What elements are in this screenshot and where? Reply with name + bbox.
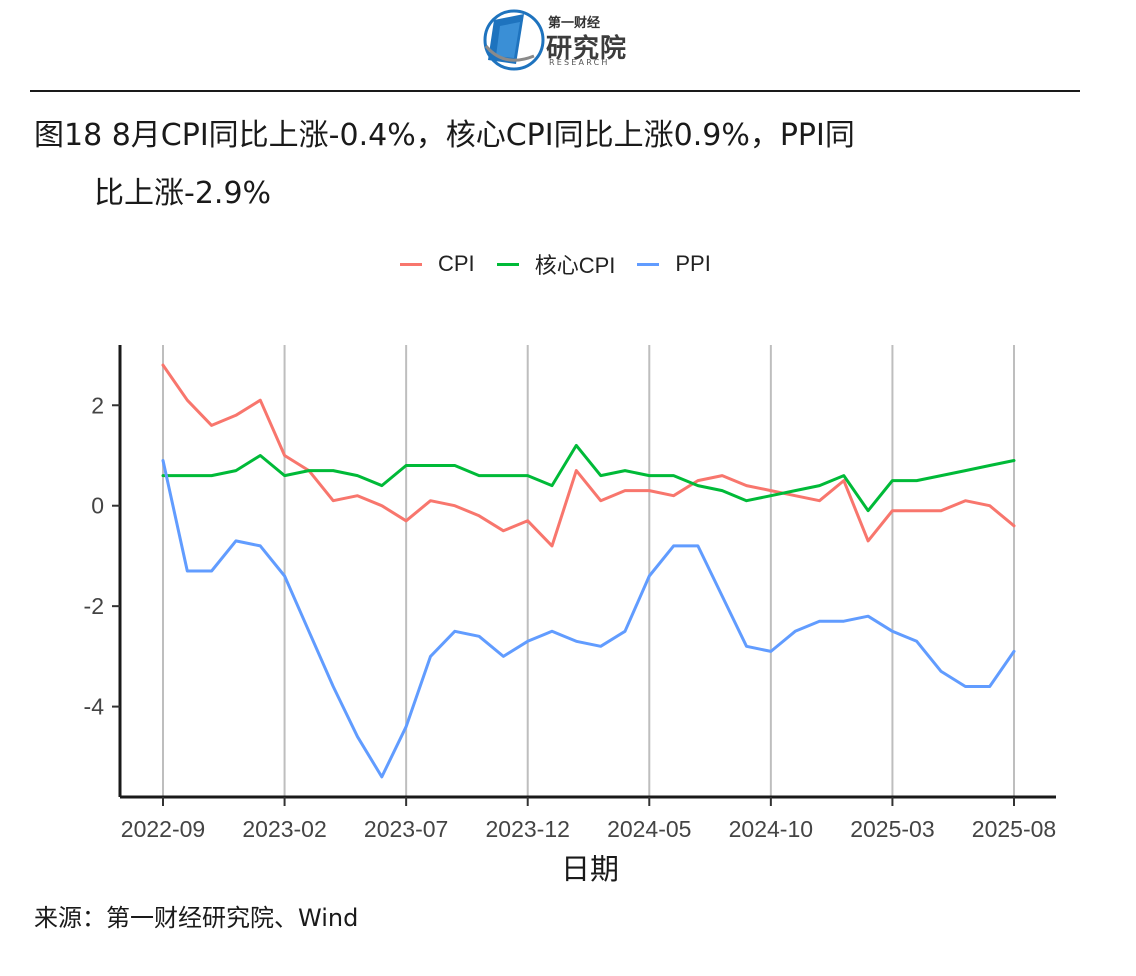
x-tick-label-2025-03: 2025-03 <box>850 816 934 842</box>
y-tick-label--4: -4 <box>84 694 105 720</box>
line-chart: -4 -2 0 2 2022-09 2023-02 2023-07 2023-12 2024-0… <box>84 345 1056 886</box>
figure-title: 图18 8月CPI同比上涨-0.4%，核心CPI同比上涨0.9%，PPI同 比上… <box>34 107 1014 223</box>
series-line-ppi <box>161 459 1016 779</box>
x-tick-label-2022-09: 2022-09 <box>121 816 205 842</box>
x-tick-label-2025-08: 2025-08 <box>972 816 1056 842</box>
legend-label-core-cpi: 核心CPI <box>534 253 616 278</box>
legend-key-cpi <box>400 262 422 266</box>
legend-item-core-cpi: 核心CPI <box>496 248 616 280</box>
x-tick-label-2023-02: 2023-02 <box>242 816 326 842</box>
x-tick-label-2024-10: 2024-10 <box>729 816 813 842</box>
series-line-cpi <box>161 363 1016 548</box>
x-tick-label-2024-05: 2024-05 <box>607 816 691 842</box>
x-axis-label: 日期 <box>561 852 619 886</box>
y-tick-label--2: -2 <box>84 593 104 619</box>
research-logo-icon <box>483 9 545 71</box>
y-tick-label-2: 2 <box>91 392 104 418</box>
legend-label-ppi: PPI <box>675 251 711 276</box>
x-tick-label-2023-12: 2023-12 <box>486 816 570 842</box>
logo-english: RESEARCH <box>549 58 610 67</box>
y-tick-label-0: 0 <box>91 493 104 519</box>
x-tick-label-2023-07: 2023-07 <box>364 816 448 842</box>
legend-label-cpi: CPI <box>438 251 475 276</box>
header-divider <box>30 90 1080 92</box>
series-line-core-cpi <box>161 443 1016 513</box>
source-note: 来源：第一财经研究院、Wind <box>34 904 359 932</box>
legend-item-ppi: PPI <box>637 251 711 277</box>
legend-item-cpi: CPI <box>400 251 475 277</box>
legend-key-core-cpi <box>496 262 519 266</box>
figure-title-line-2: 比上涨-2.9% <box>94 176 272 211</box>
legend-key-ppi <box>637 262 660 266</box>
chart-legend: CPI 核心CPI PPI <box>400 248 733 280</box>
logo-title: 研究院 <box>546 34 628 64</box>
logo-subtitle: 第一财经 <box>548 16 601 31</box>
figure-title-line-1: 图18 8月CPI同比上涨-0.4%，核心CPI同比上涨0.9%，PPI同 <box>34 118 855 153</box>
